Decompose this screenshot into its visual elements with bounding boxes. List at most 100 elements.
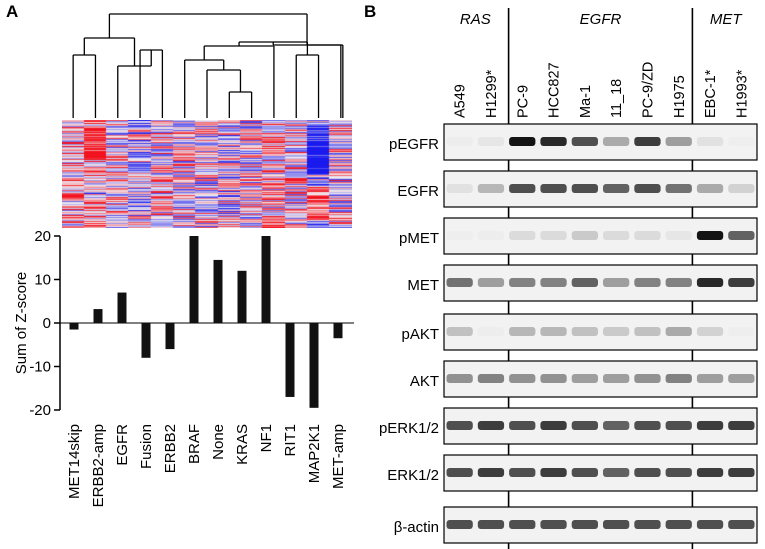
category-label: MET14skip: [66, 424, 83, 499]
blot-band: [540, 137, 567, 146]
blot-band: [477, 421, 505, 430]
bar-map2k1: [309, 323, 319, 408]
category-label: RIT1: [282, 424, 299, 457]
blot-band: [603, 421, 630, 430]
blot-label: ERK1/2: [387, 467, 439, 484]
blot-band: [665, 374, 692, 383]
blot-label: pMET: [399, 230, 439, 247]
blot-membrane: [443, 313, 758, 351]
blot-band: [634, 184, 661, 193]
blot-label: pEGFR: [389, 136, 439, 153]
blot-band: [634, 231, 661, 240]
blot-band: [665, 231, 692, 240]
blot-band: [728, 520, 755, 529]
lane-label: H1993*: [734, 69, 750, 118]
blot-band: [477, 468, 505, 477]
bar-egfr: [117, 292, 127, 323]
blot-band: [446, 520, 473, 529]
y-tick-label: -10: [29, 359, 51, 376]
blot-band: [728, 468, 755, 477]
blot-band: [571, 184, 598, 193]
blot-band: [665, 520, 692, 529]
bar-none: [213, 259, 223, 323]
blot-band: [696, 184, 724, 193]
blot-band: [571, 520, 598, 529]
blot-label: pERK1/2: [379, 420, 439, 437]
blot-band: [509, 137, 536, 146]
panel-b-letter: B: [364, 2, 377, 21]
blot-band: [509, 278, 536, 287]
lane-label: HCC827: [547, 62, 563, 118]
blot-band: [665, 184, 692, 193]
lane-label: H1975: [672, 75, 688, 118]
lane-label: A549: [453, 84, 469, 118]
bar-erbb2-amp: [93, 309, 103, 323]
blot-band: [634, 421, 661, 430]
lane-label: PC-9/ZD: [640, 62, 656, 118]
blot-band: [477, 184, 505, 193]
blot-band: [603, 327, 630, 336]
blot-band: [477, 231, 505, 240]
y-axis-label: Sum of Z-score: [13, 272, 30, 375]
blot-band: [509, 184, 536, 193]
blot-label: AKT: [410, 373, 439, 390]
blot-band: [696, 468, 724, 477]
category-label: MAP2K1: [306, 424, 323, 483]
blot-band: [446, 468, 473, 477]
blot-band: [603, 184, 630, 193]
blot-band: [571, 421, 598, 430]
bar-braf: [189, 236, 199, 323]
blot-band: [665, 137, 692, 146]
bar-fusion: [141, 323, 151, 358]
blot-band: [634, 278, 661, 287]
group-label-met: MET: [710, 11, 744, 28]
blot-band: [728, 184, 755, 193]
blot-band: [634, 137, 661, 146]
lane-label: H1299*: [484, 69, 500, 118]
blot-band: [446, 137, 473, 146]
category-label: BRAF: [186, 424, 203, 464]
bar-erbb2: [165, 323, 175, 350]
blot-band: [446, 374, 473, 383]
blot-band: [509, 327, 536, 336]
blot-band: [446, 231, 473, 240]
blot-band: [603, 231, 630, 240]
blot-band: [603, 520, 630, 529]
blot-band: [571, 278, 598, 287]
blot-band: [540, 184, 567, 193]
blot-band: [696, 231, 724, 240]
group-label-egfr: EGFR: [580, 11, 622, 28]
category-label: ERBB2: [162, 424, 179, 473]
blot-band: [696, 137, 724, 146]
blot-band: [728, 231, 755, 240]
y-tick-label: -20: [29, 402, 51, 419]
blot-band: [509, 374, 536, 383]
blot-band: [696, 520, 724, 529]
blot-band: [728, 327, 755, 336]
blot-band: [540, 278, 567, 287]
category-label: None: [210, 424, 227, 460]
group-label-ras: RAS: [460, 11, 491, 28]
blot-band: [728, 374, 755, 383]
blot-band: [540, 421, 567, 430]
heatmap: [62, 120, 352, 228]
category-label: EGFR: [114, 424, 131, 466]
lane-label: Ma-1: [578, 85, 594, 118]
panel-a-letter: A: [6, 2, 19, 21]
blot-band: [540, 468, 567, 477]
blot-band: [696, 278, 724, 287]
category-label: NF1: [258, 424, 275, 452]
blot-band: [603, 137, 630, 146]
blot-band: [509, 421, 536, 430]
blot-membrane: [443, 123, 758, 161]
bar-rit1: [285, 323, 295, 397]
blot-band: [571, 468, 598, 477]
blot-label: MET: [407, 277, 439, 294]
category-label: ERBB2-amp: [90, 424, 107, 507]
blot-band: [634, 374, 661, 383]
y-tick-label: 0: [43, 315, 51, 332]
category-label: MET-amp: [330, 424, 347, 489]
blot-band: [509, 520, 536, 529]
blot-band: [665, 421, 692, 430]
category-label: Fusion: [138, 424, 155, 469]
